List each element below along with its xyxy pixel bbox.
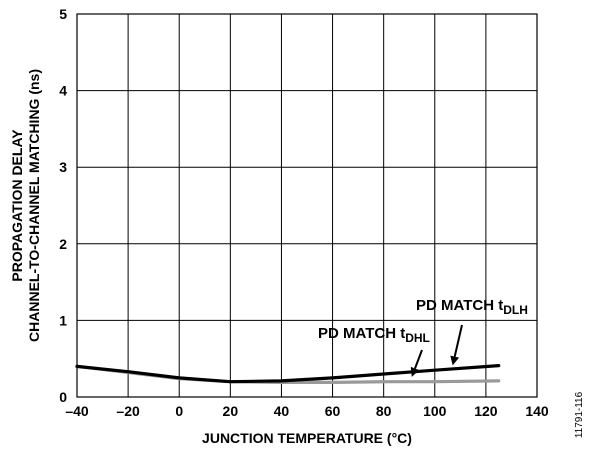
x-tick-label: –40 xyxy=(65,403,89,419)
annotation-dhl-subscript: DHL xyxy=(405,331,430,345)
x-axis-title: JUNCTION TEMPERATURE (°C) xyxy=(202,430,412,446)
series-line-pd-match-tdlh xyxy=(75,364,501,384)
series-layer xyxy=(75,364,501,384)
annotation-dhl-arrow xyxy=(414,349,423,369)
annotation-dlh-arrow xyxy=(453,324,463,357)
y-tick-labels: 0 1 2 3 4 5 xyxy=(59,6,67,405)
annotation-dlh-label: PD MATCH tDLH xyxy=(416,297,528,317)
x-tick-label: –20 xyxy=(116,403,140,419)
y-axis-title-line-2: CHANNEL-TO-CHANNEL MATCHING (ns) xyxy=(26,69,42,342)
x-tick-label: 60 xyxy=(325,403,341,419)
y-tick-label: 0 xyxy=(59,389,67,405)
x-tick-label: 40 xyxy=(274,403,290,419)
x-tick-label: 120 xyxy=(474,403,498,419)
y-tick-label: 2 xyxy=(59,236,67,252)
y-axis-title-line-1: PROPAGATION DELAY xyxy=(9,129,25,282)
annotation-dlh: PD MATCH tDLH xyxy=(416,297,528,366)
annotation-dhl-label: PD MATCH tDHL xyxy=(318,325,430,345)
y-axis-title: PROPAGATION DELAY CHANNEL-TO-CHANNEL MAT… xyxy=(9,69,42,342)
annotation-dhl-arrowhead xyxy=(410,366,420,377)
plot-frame xyxy=(76,13,538,398)
x-tick-label: 20 xyxy=(223,403,239,419)
annotation-dhl-main: PD MATCH t xyxy=(318,325,405,342)
annotation-dhl: PD MATCH tDHL xyxy=(318,325,430,377)
x-tick-label: 140 xyxy=(525,403,549,419)
annotation-dlh-main: PD MATCH t xyxy=(416,297,503,314)
y-tick-label: 5 xyxy=(59,6,67,22)
x-tick-label: 100 xyxy=(423,403,447,419)
annotation-dlh-arrowhead xyxy=(450,355,460,366)
figure-id: 11791-116 xyxy=(574,391,585,438)
x-tick-label: 80 xyxy=(376,403,392,419)
y-tick-label: 4 xyxy=(59,83,67,99)
y-tick-label: 1 xyxy=(59,312,67,328)
grid xyxy=(77,14,537,397)
y-tick-label: 3 xyxy=(59,159,67,175)
x-tick-label: 0 xyxy=(175,403,183,419)
x-tick-labels: –40 –20 0 20 40 60 80 100 120 140 xyxy=(65,403,549,419)
annotation-dlh-subscript: DLH xyxy=(503,303,528,317)
